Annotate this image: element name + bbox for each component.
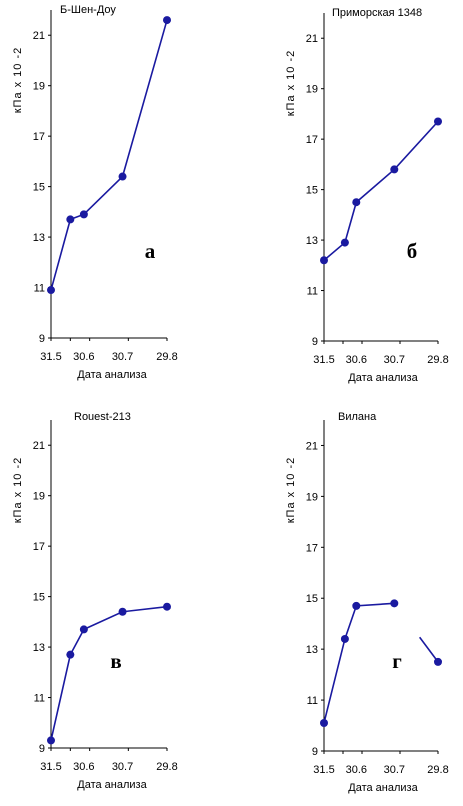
data-point [79, 210, 88, 219]
y-tick-label: 19 [33, 81, 45, 93]
chart-panel-3: 9 11 13 15 17 19 21 31.5 30.6 30.7 29.8 Дата анализ… [12, 411, 178, 791]
x-tick-label: 29.8 [156, 351, 177, 363]
data-point [340, 238, 349, 247]
y-tick-label: 19 [306, 84, 318, 96]
x-tick-label: 31.5 [313, 764, 334, 776]
x-tick-label: 30.7 [112, 761, 133, 773]
x-tick-label: 30.6 [346, 354, 367, 366]
data-point [118, 607, 127, 616]
panel-label: б [407, 239, 418, 263]
data-point [352, 198, 361, 207]
y-tick-label: 9 [39, 743, 45, 755]
y-tick-label: 11 [307, 695, 318, 707]
x-tick-label: 30.6 [73, 351, 94, 363]
x-tick-label: 30.6 [346, 764, 367, 776]
chart-title: Rouest-213 [74, 411, 131, 423]
y-tick-label: 17 [306, 134, 318, 146]
y-tick-label: 19 [33, 491, 45, 503]
y-tick-label: 11 [307, 286, 318, 298]
chart-panel-2: 9 11 13 15 17 19 21 31.5 30.6 30.7 29.8 Дата анализ… [285, 7, 449, 384]
y-tick-label: 11 [34, 283, 45, 295]
y-tick-label: 17 [33, 131, 45, 143]
y-tick-label: 9 [312, 336, 318, 348]
chart-panel-1: 9 11 13 15 17 19 21 31.5 30.6 30.7 29.8 Дата анализ… [12, 4, 178, 381]
y-axis-label: кПа х 10 -2 [285, 457, 297, 524]
y-tick-label: 21 [33, 30, 45, 42]
series-line [323, 602, 439, 724]
series-line [50, 605, 168, 741]
data-point [390, 165, 399, 174]
data-point [47, 736, 55, 745]
x-axis-label: Дата анализа [348, 782, 418, 794]
y-tick-label: 15 [306, 185, 318, 197]
data-point [320, 256, 328, 265]
x-tick-label: 29.8 [427, 764, 448, 776]
y-tick-label: 15 [33, 592, 45, 604]
data-point [66, 650, 75, 659]
y-tick-label: 9 [39, 333, 45, 345]
data-point [66, 215, 75, 224]
data-point [79, 625, 88, 634]
x-axis-label: Дата анализа [348, 372, 418, 384]
chart-title: Приморская 1348 [332, 7, 422, 19]
data-point [47, 286, 55, 295]
x-axis-label: Дата анализа [77, 369, 147, 381]
chart-title: Б-Шен-Доу [60, 4, 116, 16]
x-tick-label: 30.7 [384, 354, 405, 366]
x-tick-label: 31.5 [40, 351, 61, 363]
y-tick-label: 17 [33, 541, 45, 553]
chart-title: Вилана [338, 411, 377, 423]
data-point [340, 634, 349, 643]
panel-label: а [145, 239, 156, 263]
y-axis-label: кПа х 10 -2 [12, 47, 24, 114]
data-point [434, 657, 442, 666]
x-tick-label: 29.8 [427, 354, 448, 366]
data-point [434, 117, 442, 126]
y-axis-label: кПа х 10 -2 [12, 457, 24, 524]
chart-panel-4: 9 11 13 15 17 19 21 31.5 30.6 30.7 29.8 Дата анализ… [285, 411, 449, 794]
x-tick-label: 31.5 [40, 761, 61, 773]
y-tick-label: 21 [33, 440, 45, 452]
data-point [352, 601, 361, 610]
y-tick-label: 13 [306, 644, 318, 656]
y-tick-label: 21 [306, 33, 318, 45]
series-line [323, 120, 439, 261]
y-tick-label: 9 [312, 746, 318, 758]
y-tick-label: 11 [34, 693, 45, 705]
data-point [320, 718, 328, 727]
panel-label: в [110, 649, 121, 673]
x-axis-label: Дата анализа [77, 779, 147, 791]
data-point [163, 16, 171, 25]
y-tick-label: 13 [33, 232, 45, 244]
data-point [118, 172, 127, 181]
y-tick-label: 17 [306, 542, 318, 554]
x-tick-label: 30.6 [73, 761, 94, 773]
x-tick-label: 31.5 [313, 354, 334, 366]
y-tick-label: 15 [33, 182, 45, 194]
y-tick-label: 15 [306, 593, 318, 605]
y-tick-label: 19 [306, 491, 318, 503]
y-tick-label: 13 [306, 235, 318, 247]
y-axis-label: кПа х 10 -2 [285, 50, 297, 117]
panel-label: г [392, 649, 402, 673]
y-tick-label: 21 [306, 440, 318, 452]
y-tick-label: 13 [33, 642, 45, 654]
data-point [163, 602, 171, 611]
data-point [390, 599, 399, 608]
x-tick-label: 30.7 [384, 764, 405, 776]
x-tick-label: 29.8 [156, 761, 177, 773]
x-tick-label: 30.7 [112, 351, 133, 363]
